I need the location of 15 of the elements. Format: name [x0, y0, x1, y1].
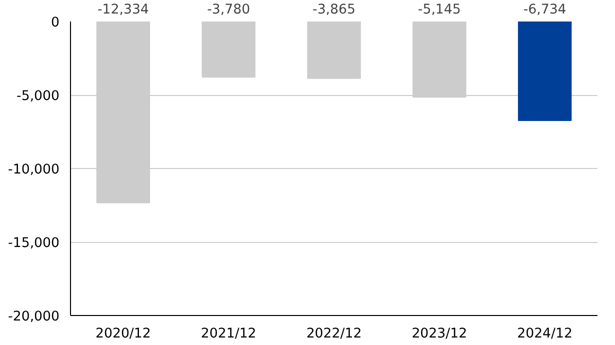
x-tick-label: 2021/12 — [200, 326, 256, 342]
data-label: -3,780 — [207, 2, 250, 18]
data-label: -3,865 — [312, 2, 356, 18]
y-tick-label: 0 — [51, 16, 60, 30]
y-tick-label: -20,000 — [8, 310, 60, 324]
data-label: -12,334 — [97, 2, 149, 18]
x-tick-label: 2024/12 — [517, 326, 572, 342]
y-tick-label: -10,000 — [8, 162, 60, 178]
data-label: -6,734 — [523, 2, 566, 18]
x-tick-label: 2020/12 — [96, 326, 151, 342]
data-label: -5,145 — [418, 2, 461, 18]
y-tick-label: -15,000 — [8, 236, 60, 251]
y-tick-label: -5,000 — [16, 89, 60, 104]
x-tick-label: 2022/12 — [306, 326, 362, 342]
x-tick-label: 2023/12 — [412, 326, 468, 342]
